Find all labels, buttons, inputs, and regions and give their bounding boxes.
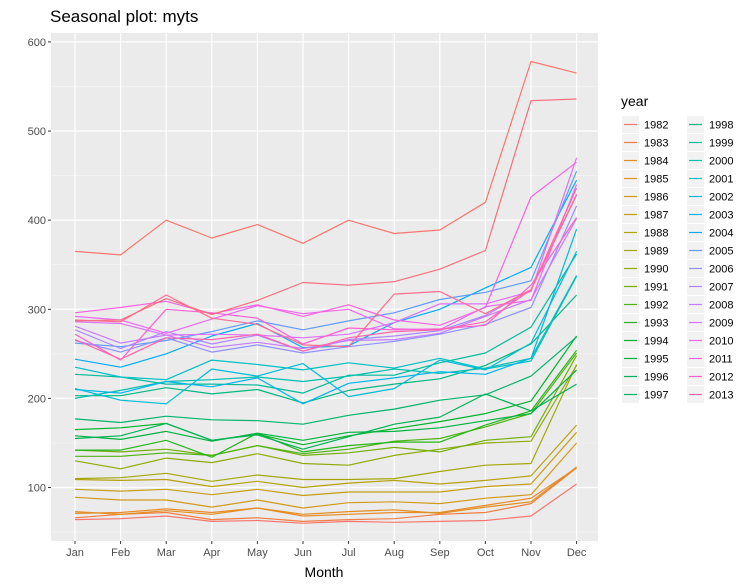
series-line-1995 [74,369,578,442]
legend-label-2009: 2009 [709,318,733,330]
series-line-1984 [74,467,577,517]
legend-label-2010: 2010 [709,336,733,348]
x-tick-label: May [247,547,268,559]
series-line-1996 [74,383,577,450]
legend-label-2001: 2001 [709,174,733,186]
series-line-2001 [74,276,578,381]
x-tick-label: Jul [342,547,356,559]
series-line-1990 [74,365,578,470]
x-tick-label: Jan [66,547,84,559]
legend-label-1990: 1990 [644,264,668,276]
legend: year 1982 1983 1984 1985 1986 1987 1988 1989 199… [621,93,733,403]
x-axis: Jan Feb Mar Apr May Jun Jul Aug Sep Oct Nov Dec [66,541,587,559]
y-tick-label: 300 [28,304,46,316]
y-tick-label: 400 [28,215,46,227]
legend-label-1998: 1998 [709,120,733,132]
chart-title: Seasonal plot: myts [50,7,198,26]
series-line-2002 [74,251,578,405]
series-line-1997 [74,336,577,425]
series-line-2012 [74,217,578,361]
series-line-1987 [74,431,578,497]
x-tick-label: Jun [294,547,312,559]
legend-title: year [621,93,649,109]
legend-label-2004: 2004 [709,228,733,240]
legend-label-2005: 2005 [709,246,733,258]
x-tick-label: Dec [567,547,587,559]
series-line-1982 [74,483,577,524]
legend-label-1991: 1991 [644,282,668,294]
legend-label-2011: 2011 [709,354,733,366]
legend-label-2008: 2008 [709,300,733,312]
legend-label-2013: 2013 [709,390,733,402]
y-tick-label: 500 [28,126,46,138]
x-tick-label: Nov [521,547,541,559]
series-line-1991 [74,355,578,456]
series-lines [74,60,578,524]
legend-label-1996: 1996 [644,372,668,384]
x-tick-label: Apr [203,547,220,559]
legend-label-2000: 2000 [709,156,733,168]
legend-label-1999: 1999 [709,138,733,150]
series-line-2010 [74,184,578,334]
series-line [74,98,577,322]
series-line-2003 [74,228,578,405]
x-axis-title: Month [305,564,344,580]
legend-label-1988: 1988 [644,228,668,240]
legend-label-1983: 1983 [644,138,668,150]
legend-label-1985: 1985 [644,174,668,186]
series-line-1993 [75,349,578,458]
series-line-1983 [74,467,577,523]
series-line-2004 [74,179,578,368]
legend-label-2003: 2003 [709,210,733,222]
series-line-1988 [74,424,578,489]
legend-label-1993: 1993 [644,318,668,330]
legend-label-1995: 1995 [644,354,668,366]
legend-label-2002: 2002 [709,192,733,204]
y-tick-label: 100 [28,483,46,495]
legend-label-2012: 2012 [709,372,733,384]
y-tick-label: 200 [28,393,46,405]
x-tick-label: Feb [111,547,130,559]
series-line-2006 [74,205,578,354]
series-line [74,60,577,256]
y-axis: 100 200 300 400 500 600 [28,37,51,495]
legend-label-1997: 1997 [644,390,668,402]
x-tick-label: Mar [157,547,176,559]
x-tick-label: Aug [384,547,404,559]
series-line [74,194,578,348]
series-line-2013 [74,187,578,360]
legend-label-1994: 1994 [644,336,668,348]
grid-minor [51,86,598,533]
legend-label-1984: 1984 [644,156,668,168]
x-tick-label: Oct [477,547,494,559]
series-line-1998 [75,294,578,404]
legend-label-2007: 2007 [709,282,733,294]
legend-label-1987: 1987 [644,210,668,222]
legend-label-1989: 1989 [644,246,668,258]
series-line-1994 [74,335,578,446]
legend-label-1986: 1986 [644,192,668,204]
legend-label-1992: 1992 [644,300,668,312]
legend-label-1982: 1982 [644,120,668,132]
legend-label-2006: 2006 [709,264,733,276]
series-line-1985 [74,466,577,515]
series-line-1992 [75,352,578,457]
y-tick-label: 600 [28,37,46,49]
series-line-1986 [74,442,578,509]
series-line-1989 [74,364,578,482]
x-tick-label: Sep [430,547,450,559]
